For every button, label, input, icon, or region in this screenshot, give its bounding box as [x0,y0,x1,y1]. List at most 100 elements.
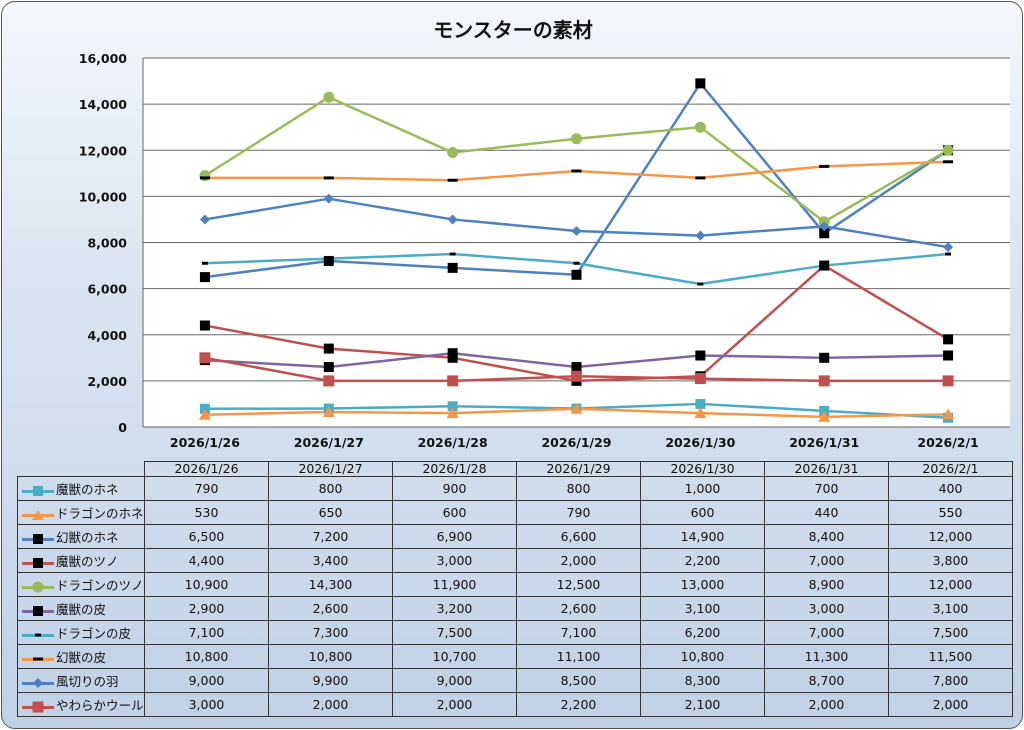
data-point [943,242,954,253]
data-point [695,78,706,89]
legend-key-icon [21,677,55,689]
table-cell: 2,000 [764,692,889,717]
data-point [447,348,458,359]
series-name: 魔獣の皮 [56,602,107,617]
legend-key-icon [21,485,55,497]
table-cell: 10,800 [640,644,765,669]
series-label: 魔獣のホネ [17,476,145,501]
x-tick-label: 2026/1/26 [170,435,240,450]
table-cell: 14,300 [268,572,393,597]
data-point [323,343,334,354]
data-point [323,193,334,204]
table-cell: 7,200 [268,524,393,549]
data-point [694,373,706,385]
table-column-header: 2026/1/26 [144,461,269,477]
series-label: 魔獣の皮 [17,596,145,621]
legend-key-icon [21,557,55,569]
x-tick-label: 2026/1/30 [665,435,735,450]
data-point [323,91,335,103]
table-column-header: 2026/1/30 [640,461,765,477]
legend-key-icon [21,509,55,521]
table-cell: 550 [888,500,1013,525]
data-point [942,375,954,387]
table-cell: 11,300 [764,644,889,669]
table-cell: 2,000 [268,692,393,717]
legend-key-icon [21,605,55,617]
table-cell: 7,000 [764,620,889,645]
series-label: ドラゴンのツノ [17,572,145,597]
data-point [943,350,954,361]
data-point [818,375,830,387]
table-column-header: 2026/2/1 [888,461,1013,477]
table-cell: 790 [144,476,269,501]
table-cell: 10,800 [268,644,393,669]
data-point [199,272,210,283]
data-point [571,133,582,145]
x-tick-label: 2026/1/31 [789,435,859,450]
table-cell: 2,600 [268,596,393,621]
data-point [695,176,706,180]
table-cell: 1,000 [640,476,765,501]
table-header-row: 2026/1/26 2026/1/27 2026/1/28 2026/1/29 2026… [18,461,1013,477]
table-cell: 7,100 [144,620,269,645]
series-label: ドラゴンのホネ [17,500,145,525]
table-cell: 7,300 [268,620,393,645]
data-table: 2026/1/26 2026/1/27 2026/1/28 2026/1/29 2026… [17,461,1013,717]
table-cell: 6,600 [516,524,641,549]
table-row: 幻獣の皮 10,800 10,800 10,700 11,100 10,800 11,300… [17,644,1013,669]
table-cell: 2,000 [888,692,1013,717]
table-cell: 3,000 [392,548,517,573]
table-cell: 3,000 [764,596,889,621]
data-point [198,408,211,420]
data-point [449,252,456,256]
table-cell: 2,200 [640,548,765,573]
table-cell: 12,000 [888,524,1013,549]
series-label: 魔獣のツノ [17,548,145,573]
data-point [945,252,952,256]
table-row: ドラゴンのツノ 10,900 14,300 11,900 12,500 13,000 8,9… [17,572,1013,597]
series-name: ドラゴンのツノ [56,578,144,593]
data-point [199,176,210,180]
data-point [323,255,334,266]
data-point [201,261,208,265]
table-row: やわらかウール 3,000 2,000 2,000 2,200 2,100 2,000 2,0… [17,692,1013,717]
data-point [199,320,210,331]
table-cell: 14,900 [640,524,765,549]
table-cell: 9,000 [144,668,269,693]
y-tick-label: 14,000 [79,97,128,112]
data-point [943,160,954,164]
table-column-header: 2026/1/29 [516,461,641,477]
table-cell: 2,200 [516,692,641,717]
table-row: ドラゴンの皮 7,100 7,300 7,500 7,100 6,200 7,000 7,50… [17,620,1013,645]
data-point [694,121,706,133]
data-point [818,410,831,422]
table-row: 魔獣の皮 2,900 2,600 3,200 2,600 3,100 3,000 3,100 [17,596,1013,621]
data-point [570,402,583,414]
data-point [325,257,332,261]
data-point [447,375,459,387]
data-point [571,362,582,373]
table-cell: 9,000 [392,668,517,693]
data-point [942,408,955,420]
table-row: 風切りの羽 9,000 9,900 9,000 8,500 8,300 8,700 7,800 [17,668,1013,693]
series-name: ドラゴンのホネ [56,506,144,521]
table-column-header: 2026/1/28 [392,461,517,477]
data-point [819,228,830,239]
legend-key-icon [21,581,55,593]
table-cell: 2,100 [640,692,765,717]
chart-title: モンスターの素材 [433,18,593,42]
table-cell: 800 [268,476,393,501]
y-tick-label: 2,000 [87,374,127,389]
series-label: 幻獣のホネ [17,524,145,549]
table-cell: 13,000 [640,572,765,597]
y-tick-label: 4,000 [87,328,127,343]
table-corner [18,462,145,477]
table-cell: 9,900 [268,668,393,693]
table-cell: 4,400 [144,548,269,573]
data-point [199,170,211,182]
data-point [199,352,211,364]
data-point [322,406,335,418]
data-point [447,178,458,182]
table-cell: 400 [888,476,1013,501]
